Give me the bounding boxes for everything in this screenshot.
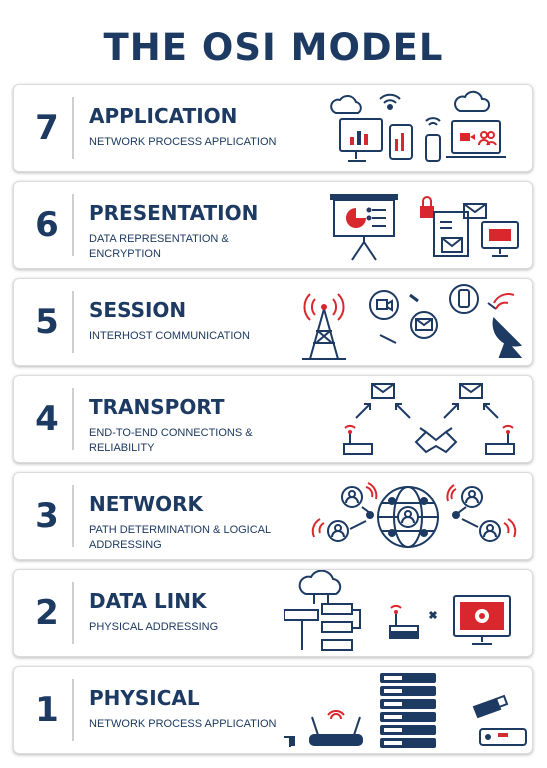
layer-card-5: 5 SESSION INTERHOST COMMUNICATION (13, 278, 533, 366)
divider (72, 679, 74, 741)
layer-description: NETWORK PROCESS APPLICATION (89, 136, 277, 148)
layer-number: 5 (35, 302, 59, 342)
divider (72, 582, 74, 644)
layer-card-3: 3 NETWORK PATH DETERMINATION & LOGICAL A… (13, 472, 533, 560)
layer-description: INTERHOST COMMUNICATION (89, 330, 250, 342)
router-icon (485, 424, 515, 455)
layer-illustration (284, 279, 532, 365)
layer-card-4: 4 TRANSPORT END-TO-END CONNECTIONS & REL… (13, 375, 533, 463)
phone-bubble-icon (449, 284, 479, 314)
tablet-icon (389, 124, 413, 160)
layer-number: 3 (35, 496, 59, 536)
link-icon (379, 302, 497, 344)
layer-number: 4 (35, 399, 59, 439)
hardware-box-icon (479, 728, 527, 746)
arrow-icon (355, 403, 411, 419)
user-node-icon (311, 482, 378, 542)
layer-name: PHYSICAL (89, 686, 200, 710)
cloud-icon (454, 90, 491, 112)
layer-card-6: 6 PRESENTATION DATA REPRESENTATION & ENC… (13, 181, 533, 269)
cloud-flowchart-icon (284, 570, 361, 651)
globe-network-icon (377, 486, 439, 548)
monitor-gear-icon (453, 595, 511, 645)
divider (72, 97, 74, 159)
page-title: THE OSI MODEL (103, 26, 444, 69)
wifi-router-icon (309, 710, 363, 746)
divider (72, 291, 74, 353)
layer-illustration (284, 85, 532, 171)
mail-bubble-icon (410, 311, 438, 339)
phone-icon (425, 134, 441, 162)
layer-description: PHYSICAL ADDRESSING (89, 621, 219, 633)
server-rack-icon (380, 673, 436, 748)
layer-illustration (284, 667, 532, 753)
layer-name: DATA LINK (89, 589, 207, 613)
layer-description: PATH DETERMINATION & LOGICAL ADDRESSING (89, 524, 271, 551)
satellite-dish-icon (492, 292, 523, 358)
presentation-board-icon (330, 194, 398, 261)
layer-illustration (284, 570, 532, 656)
cable-icon (284, 736, 295, 747)
cloud-icon (330, 95, 362, 114)
envelope-icon (459, 383, 483, 399)
layer-description: DATA REPRESENTATION & ENCRYPTION (89, 233, 229, 260)
layer-illustration (284, 473, 532, 559)
document-icon (433, 211, 469, 257)
divider (72, 485, 74, 547)
lock-icon (420, 196, 434, 218)
layer-illustration (284, 182, 532, 268)
layer-number: 2 (35, 593, 59, 633)
layer-number: 6 (35, 205, 59, 245)
layer-number: 7 (35, 108, 59, 148)
layer-illustration (284, 376, 532, 462)
layer-name: PRESENTATION (89, 201, 259, 225)
usb-stick-icon (472, 694, 509, 719)
desktop-chart-icon (339, 118, 383, 162)
wifi-icon (425, 117, 441, 126)
link-icon (409, 293, 419, 303)
link-icon (428, 610, 438, 620)
envelope-icon (441, 237, 463, 253)
handshake-icon (414, 427, 458, 454)
layer-number: 1 (35, 690, 59, 730)
monitor-alert-icon (481, 221, 519, 257)
layer-card-2: 2 DATA LINK PHYSICAL ADDRESSING (13, 569, 533, 657)
envelope-icon (463, 203, 487, 219)
video-bubble-icon (369, 290, 399, 320)
layer-name: APPLICATION (89, 104, 238, 128)
divider (72, 194, 74, 256)
user-node-icon (446, 484, 517, 542)
layer-card-7: 7 APPLICATION NETWORK PROCESS APPLICATIO… (13, 84, 533, 172)
layer-name: SESSION (89, 298, 187, 322)
arrow-icon (443, 403, 499, 419)
laptop-video-call-icon (446, 120, 506, 158)
layer-description: END-TO-END CONNECTIONS & RELIABILITY (89, 427, 253, 454)
wifi-icon (379, 93, 401, 110)
layer-description: NETWORK PROCESS APPLICATION (89, 718, 277, 730)
divider (72, 388, 74, 450)
router-icon (389, 604, 419, 639)
radio-tower-icon (302, 293, 346, 360)
layer-card-1: 1 PHYSICAL NETWORK PROCESS APPLICATION (13, 666, 533, 754)
router-icon (343, 424, 373, 455)
envelope-icon (371, 383, 395, 399)
layer-name: TRANSPORT (89, 395, 225, 419)
layer-name: NETWORK (89, 492, 204, 516)
